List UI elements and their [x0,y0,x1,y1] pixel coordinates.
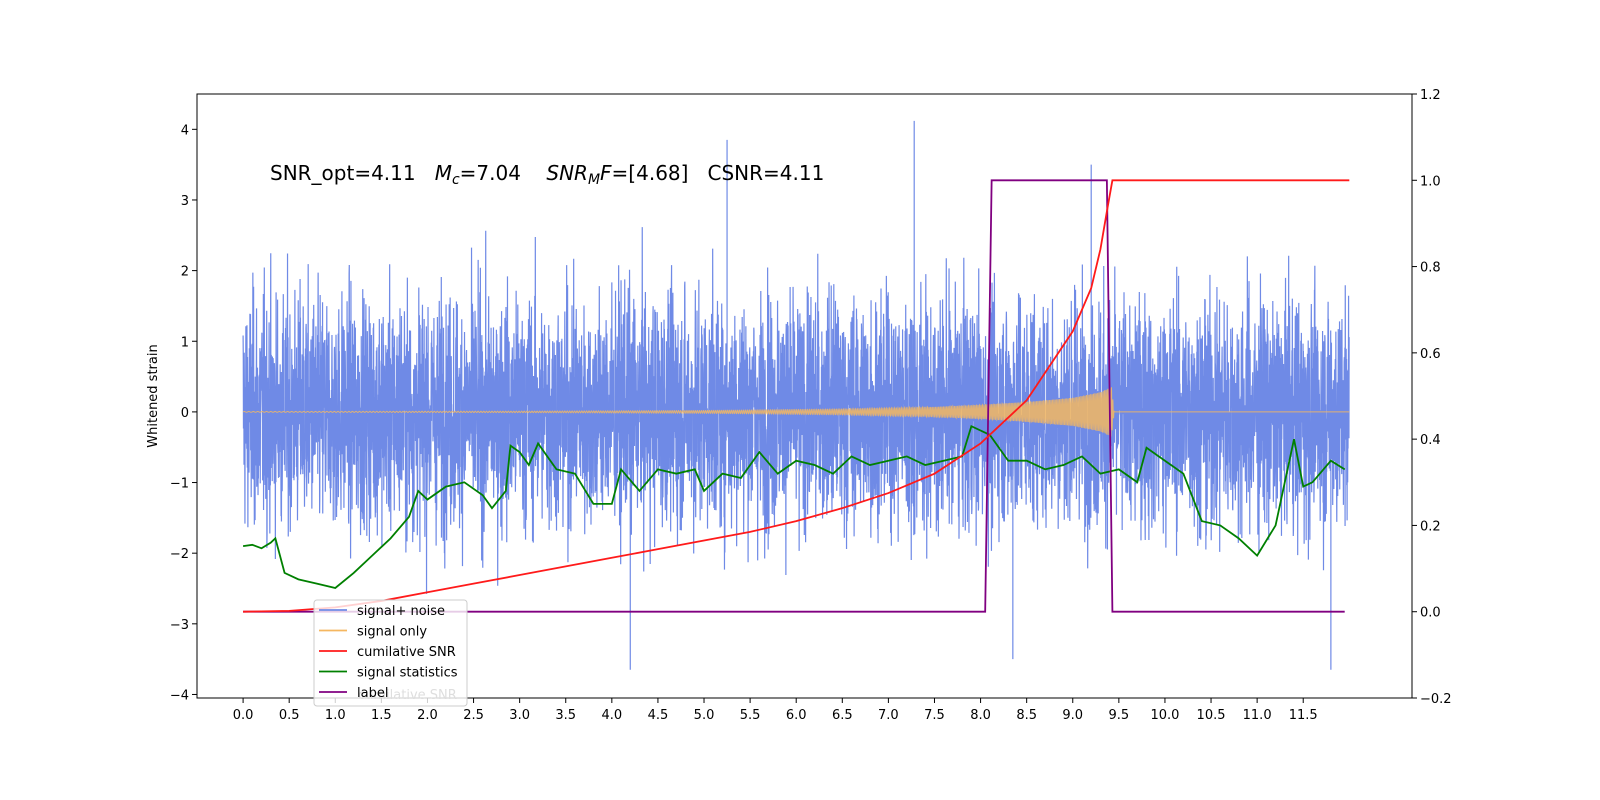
series-signal-only [242,387,1350,437]
y-tick-label-left: −2 [170,547,189,562]
series-cumulative-snr [243,179,1350,613]
x-tick-label: 3.0 [509,708,530,723]
x-tick-label: 6.0 [786,708,807,723]
x-tick-label: 1.0 [325,708,346,723]
x-tick-label: 4.5 [648,708,669,723]
x-tick-label: 0.5 [279,708,300,723]
x-tick-label: 10.5 [1197,708,1226,723]
x-tick-label: 5.0 [694,708,715,723]
x-tick-label: 9.5 [1109,708,1130,723]
plot-frame [196,93,1413,699]
y-tick-label-left: 4 [181,123,189,138]
annotation-part: SNR_opt=4.11 [270,161,435,185]
legend-entry-label: label [357,686,388,701]
series-label [243,179,1345,613]
x-tick-label: 0.0 [233,708,254,723]
annotation-part: M [588,172,600,188]
annotation-part: F [600,161,612,185]
series-layer [242,120,1350,670]
legend-entry-label: cumilative SNR [357,645,456,660]
legend-entry-label: signal+ noise [357,604,445,619]
x-tick-label: 3.5 [555,708,576,723]
chart-annotation: SNR_opt=4.11 Mc=7.04 SNRMF=[4.68] CSNR=4… [270,161,824,188]
x-tick-label: 6.5 [832,708,853,723]
y-tick-label-left: −3 [170,618,189,633]
annotation-part: SNR [546,161,588,185]
y-tick-label-right: 1.0 [1420,174,1441,189]
y-tick-label-right: 0.2 [1420,519,1441,534]
y-tick-label-left: 2 [181,265,189,280]
x-tick-label: 5.5 [740,708,761,723]
y-tick-label-right: 0.6 [1420,347,1441,362]
annotation-part: =7.04 [460,161,547,185]
x-tick-label: 10.0 [1150,708,1179,723]
annotation-part: c [452,172,460,188]
legend-box [313,599,468,707]
y-tick-label-right: 1.2 [1420,88,1441,103]
annotation-part: M [435,161,452,185]
y-tick-label-left: 1 [181,335,189,350]
x-tick-label: 7.5 [924,708,945,723]
y-tick-label-right: 0.8 [1420,261,1441,276]
legend-entry-label: signal only [357,625,427,640]
series-signal-noise [242,120,1350,670]
legend-entry-label: signal statistics [357,666,458,681]
x-tick-label: 1.5 [371,708,392,723]
x-tick-label: 4.0 [601,708,622,723]
y-tick-label-right: 0.0 [1420,606,1441,621]
y-axis-right: 1.2 1.0 0.8 0.6 0.4 0.2 0.0 −0.2 [1412,88,1452,707]
x-axis: 0.0 0.5 1.0 1.5 2.0 2.5 3.0 3.5 4.0 4.5 5.0 5.5 6.0 6… [233,698,1318,723]
x-tick-label: 8.0 [970,708,991,723]
y-tick-label-left: 3 [181,194,189,209]
y-axis-left: 4 3 2 1 0 −1 −2 −3 −4 [170,123,197,703]
y-tick-label-left: 0 [181,406,189,421]
legend: cumilative SNR signal+ noise signal only cu… [313,599,468,707]
y-tick-label-right: −0.2 [1420,692,1452,707]
y-axis-label: Whitened strain [146,344,161,447]
x-tick-label: 11.5 [1289,708,1318,723]
x-tick-label: 2.0 [417,708,438,723]
annotation-part: =[4.68] CSNR=4.11 [612,161,825,185]
y-tick-label-left: −4 [170,688,189,703]
x-tick-label: 8.5 [1016,708,1037,723]
series-signal-statistics [242,424,1346,589]
y-tick-label-right: 0.4 [1420,433,1441,448]
x-tick-label: 9.0 [1062,708,1083,723]
x-tick-label: 11.0 [1243,708,1272,723]
x-tick-label: 7.0 [878,708,899,723]
legend-ghost-text: cumilative SNR [358,688,457,703]
y-tick-label-left: −1 [170,477,189,492]
x-tick-label: 2.5 [463,708,484,723]
